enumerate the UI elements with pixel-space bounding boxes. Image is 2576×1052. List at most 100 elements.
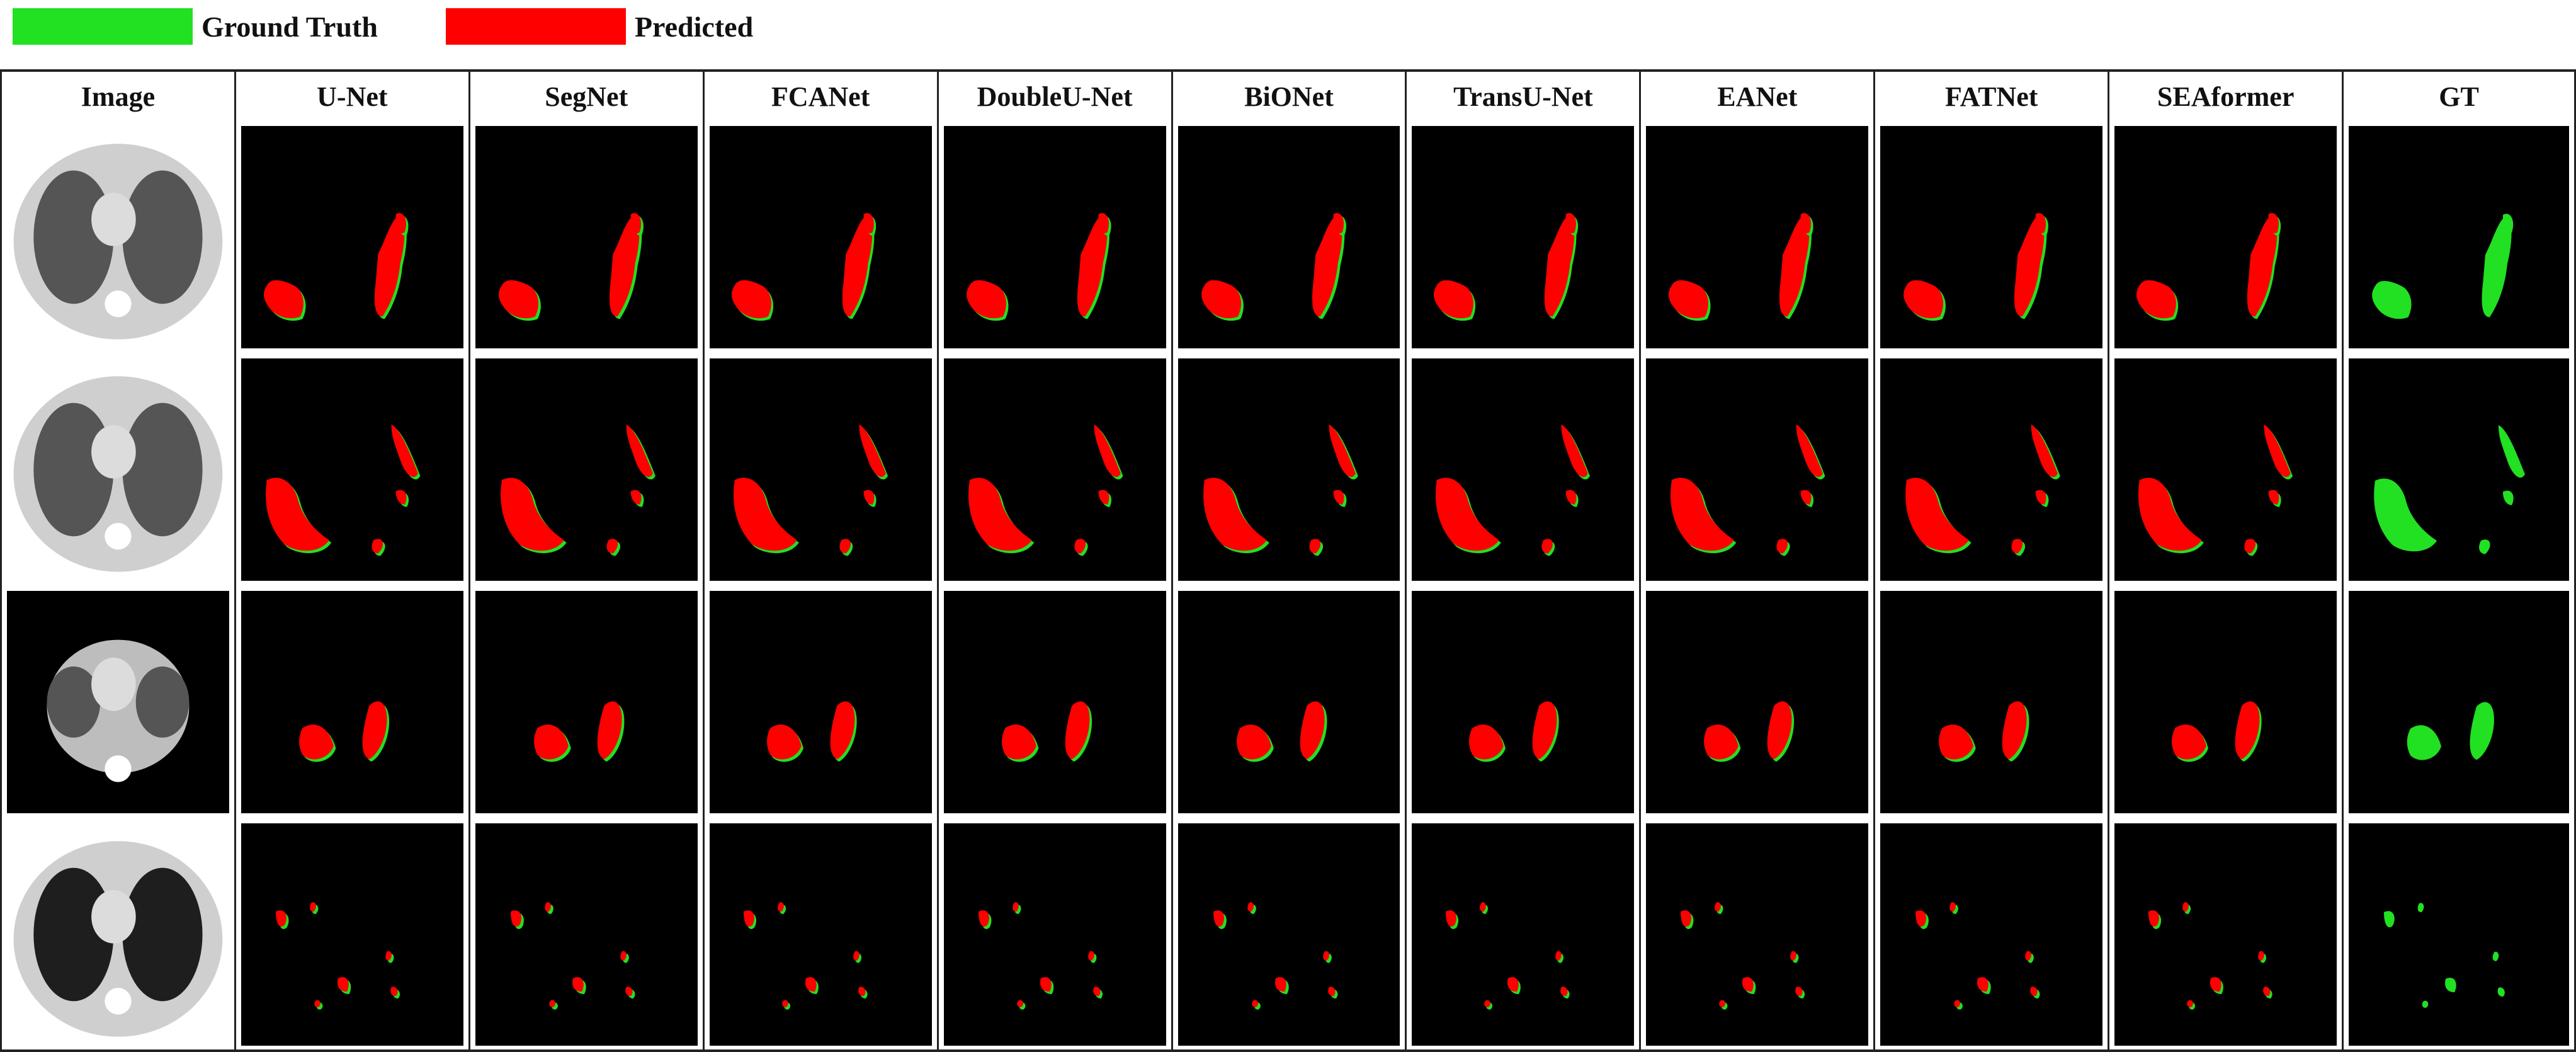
predicted-region	[1796, 424, 1824, 477]
lung	[33, 867, 114, 1002]
segmentation-result	[1412, 358, 1635, 581]
predicted-region	[2138, 477, 2202, 551]
ground-truth-mask	[2349, 823, 2569, 1046]
predicted-region	[2002, 701, 2027, 760]
segmentation-result	[241, 590, 463, 813]
predicted-region	[609, 214, 640, 317]
predicted-region	[630, 489, 642, 505]
gt-region	[2503, 490, 2514, 505]
grid-cell	[0, 353, 234, 586]
segmentation-result	[475, 823, 698, 1046]
predicted-region	[1949, 902, 1956, 912]
lung	[122, 867, 203, 1002]
grid-cell	[702, 818, 937, 1051]
heart	[91, 192, 136, 246]
segmentation-result	[1880, 823, 2103, 1046]
legend-item-ground-truth: Ground Truth	[13, 8, 378, 45]
predicted-region	[1939, 724, 1974, 760]
segmentation-result	[1412, 823, 1635, 1046]
segmentation-result	[1177, 590, 1400, 813]
ground-truth-mask	[2349, 358, 2569, 581]
ct-scan-image	[7, 590, 229, 813]
lung	[33, 170, 114, 304]
predicted-region	[733, 477, 797, 551]
ct-scan-image	[7, 823, 229, 1046]
predicted-region	[1333, 489, 1344, 505]
segmentation-result	[241, 126, 463, 348]
predicted-region	[1436, 477, 1500, 551]
column-header-transunet: TransU-Net	[1405, 72, 1639, 121]
grid-cell	[2342, 585, 2576, 818]
predicted-region	[968, 477, 1032, 551]
grid-cell	[1873, 818, 2108, 1051]
predicted-region	[275, 910, 287, 927]
grid-cell	[0, 585, 234, 818]
lung	[33, 403, 114, 537]
predicted-region	[1800, 489, 1812, 505]
predicted-region	[1333, 213, 1344, 234]
column-header-bionet: BiONet	[1171, 72, 1405, 121]
grid-cell	[936, 121, 1171, 353]
segmentation-result	[943, 126, 1166, 348]
predicted-region	[391, 424, 418, 477]
predicted-region	[1309, 539, 1320, 554]
legend: Ground Truth Predicted	[13, 8, 821, 45]
predicted-region	[1681, 910, 1692, 927]
segmentation-result	[1646, 126, 1869, 348]
predicted-region	[1800, 213, 1812, 234]
predicted-region	[2030, 986, 2038, 996]
segmentation-result	[1412, 126, 1635, 348]
segmentation-result	[1880, 590, 2103, 813]
grid-cell	[234, 353, 468, 586]
predicted-region	[500, 477, 564, 551]
grid-cell	[234, 818, 468, 1051]
predicted-region	[1790, 951, 1797, 961]
predicted-region	[1533, 701, 1557, 760]
predicted-region	[2235, 701, 2260, 760]
predicted-region	[2031, 424, 2058, 477]
grid-cell	[1639, 121, 1873, 353]
predicted-region	[2258, 951, 2264, 961]
grid-cell	[2342, 818, 2576, 1051]
grid-cell	[1171, 818, 1405, 1051]
segmentation-result	[1177, 358, 1400, 581]
lung	[122, 403, 203, 537]
grid-cell	[1171, 585, 1405, 818]
predicted-region	[731, 280, 771, 319]
grid-cell	[936, 818, 1171, 1051]
predicted-region	[362, 701, 387, 760]
predicted-region	[743, 910, 754, 927]
predicted-region	[1077, 214, 1107, 317]
segmentation-result	[709, 823, 932, 1046]
predicted-region	[1545, 214, 1575, 317]
legend-item-predicted: Predicted	[445, 8, 753, 45]
segmentation-result	[241, 358, 463, 581]
lung	[47, 666, 101, 738]
comparison-grid: Image U-Net SegNet FCANet DoubleU-Net Bi…	[0, 69, 2576, 1052]
predicted-region	[1087, 951, 1094, 961]
predicted-region	[545, 902, 551, 912]
segmentation-result	[943, 823, 1166, 1046]
segmentation-result	[709, 590, 932, 813]
grid-cell	[1171, 353, 1405, 586]
segmentation-result	[1880, 358, 2103, 581]
predicted-region	[620, 951, 627, 961]
grid-cell	[2108, 818, 2342, 1051]
predicted-region	[510, 910, 521, 927]
predicted-region	[395, 213, 406, 234]
predicted-region	[1560, 986, 1568, 996]
predicted-region	[1566, 489, 1577, 505]
grid-cell	[2342, 121, 2576, 353]
predicted-region	[1098, 489, 1109, 505]
legend-swatch-predicted	[445, 8, 626, 45]
predicted-region	[1065, 701, 1090, 760]
lung	[122, 170, 203, 304]
segmentation-result	[1646, 358, 1869, 581]
spine	[105, 523, 132, 550]
predicted-region	[1312, 214, 1342, 317]
predicted-region	[2035, 489, 2046, 505]
predicted-region	[2172, 724, 2206, 760]
predicted-region	[533, 724, 569, 760]
predicted-region	[2247, 214, 2278, 317]
predicted-region	[625, 986, 633, 996]
